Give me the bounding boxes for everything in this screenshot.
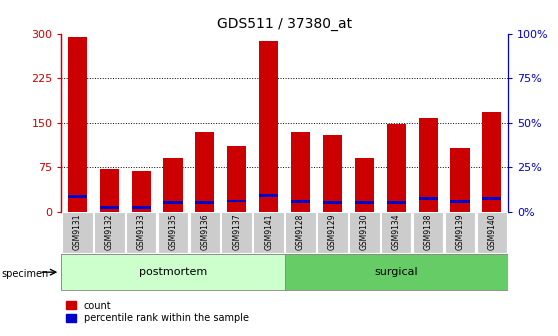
Bar [323,134,342,212]
Bar [387,201,406,204]
Text: GSM9139: GSM9139 [455,214,464,250]
Bar [291,200,310,203]
Bar [387,124,406,212]
Bar [482,197,502,200]
FancyBboxPatch shape [349,212,379,253]
Bar [355,158,374,212]
FancyBboxPatch shape [61,254,285,290]
Bar [100,206,119,209]
Bar [418,197,437,200]
FancyBboxPatch shape [222,212,252,253]
Bar [259,41,278,212]
Text: GSM9132: GSM9132 [105,214,114,250]
FancyBboxPatch shape [62,212,93,253]
Text: surgical: surgical [374,267,418,277]
Text: GSM9135: GSM9135 [169,214,177,250]
Bar [195,201,214,204]
Text: specimen: specimen [1,269,49,279]
Text: GSM9130: GSM9130 [360,214,369,250]
Title: GDS511 / 37380_at: GDS511 / 37380_at [217,17,352,31]
FancyBboxPatch shape [381,212,411,253]
Legend: count, percentile rank within the sample: count, percentile rank within the sample [66,300,249,324]
FancyBboxPatch shape [445,212,475,253]
Bar [163,201,182,204]
Bar [68,195,87,198]
Text: GSM9140: GSM9140 [487,214,496,250]
Text: GSM9141: GSM9141 [264,214,273,250]
FancyBboxPatch shape [285,212,316,253]
Text: GSM9133: GSM9133 [137,214,146,250]
Bar [195,131,214,212]
Bar [418,118,437,212]
FancyBboxPatch shape [477,212,507,253]
Text: GSM9137: GSM9137 [232,214,241,250]
Bar [100,169,119,212]
Bar [132,206,151,209]
FancyBboxPatch shape [190,212,220,253]
Bar [482,112,502,212]
Bar [450,148,469,212]
Bar [227,200,246,203]
Text: GSM9136: GSM9136 [200,214,209,250]
Bar [323,201,342,204]
Bar [227,146,246,212]
Bar [68,37,87,212]
Text: GSM9131: GSM9131 [73,214,82,250]
Bar [450,200,469,203]
Bar [259,194,278,197]
Bar [355,201,374,204]
Text: postmortem: postmortem [139,267,207,277]
FancyBboxPatch shape [126,212,156,253]
Text: GSM9138: GSM9138 [424,214,432,250]
FancyBboxPatch shape [317,212,348,253]
FancyBboxPatch shape [158,212,188,253]
Bar [291,131,310,212]
FancyBboxPatch shape [94,212,124,253]
Bar [132,171,151,212]
Text: GSM9128: GSM9128 [296,214,305,250]
FancyBboxPatch shape [413,212,444,253]
FancyBboxPatch shape [285,254,508,290]
Text: GSM9129: GSM9129 [328,214,337,250]
FancyBboxPatch shape [253,212,284,253]
Text: GSM9134: GSM9134 [392,214,401,250]
Bar [163,158,182,212]
